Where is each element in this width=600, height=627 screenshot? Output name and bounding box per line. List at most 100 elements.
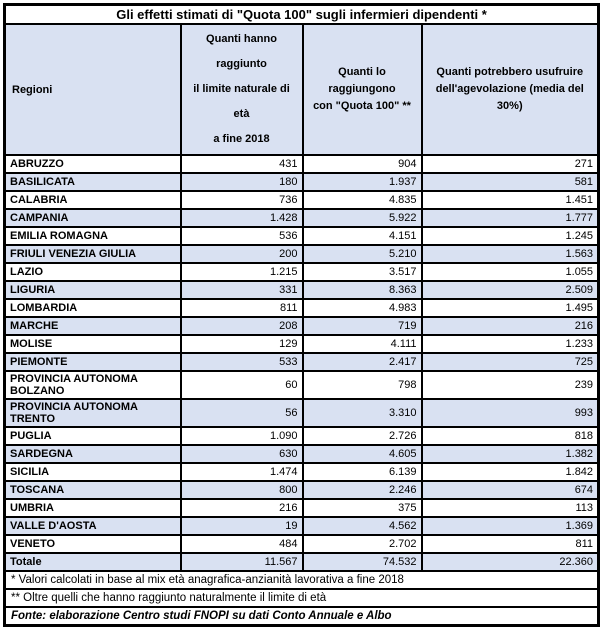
value-cell: 208 [179,316,304,336]
value-cell: 1.055 [420,262,600,282]
region-cell: MOLISE [3,334,182,354]
table-row: PUGLIA 1.090 2.726 818 [3,426,600,446]
value-cell: 4.151 [301,226,423,246]
value-cell: 4.983 [301,298,423,318]
value-cell: 811 [179,298,304,318]
value-cell: 1.233 [420,334,600,354]
footnote-row-1: * Valori calcolati in base al mix età an… [3,570,600,590]
header-row: Regioni Quanti hanno raggiunto il limite… [3,23,600,156]
value-cell: 3.517 [301,262,423,282]
region-cell: FRIULI VENEZIA GIULIA [3,244,182,264]
value-cell: 1.382 [420,444,600,464]
value-cell: 2.726 [301,426,423,446]
total-value-quota100: 74.532 [301,552,423,572]
column-header-limite-naturale: Quanti hanno raggiunto il limite natural… [179,23,304,156]
value-cell: 8.363 [301,280,423,300]
value-cell: 533 [179,352,304,372]
value-cell: 3.310 [301,398,423,428]
table-title: Gli effetti stimati di "Quota 100" sugli… [3,3,600,25]
value-cell: 6.139 [301,462,423,482]
value-cell: 4.835 [301,190,423,210]
value-cell: 216 [420,316,600,336]
table-row: MOLISE 129 4.111 1.233 [3,334,600,354]
table-row: EMILIA ROMAGNA 536 4.151 1.245 [3,226,600,246]
total-value-limite: 11.567 [179,552,304,572]
source-row: Fonte: elaborazione Centro studi FNOPI s… [3,606,600,627]
value-cell: 216 [179,498,304,518]
value-cell: 993 [420,398,600,428]
table-row: TOSCANA 800 2.246 674 [3,480,600,500]
total-label: Totale [3,552,182,572]
value-cell: 1.090 [179,426,304,446]
region-cell: LOMBARDIA [3,298,182,318]
value-cell: 581 [420,172,600,192]
quota100-table: Gli effetti stimati di "Quota 100" sugli… [3,3,600,627]
value-cell: 818 [420,426,600,446]
value-cell: 811 [420,534,600,554]
value-cell: 331 [179,280,304,300]
value-cell: 1.215 [179,262,304,282]
region-cell: UMBRIA [3,498,182,518]
value-cell: 719 [301,316,423,336]
region-cell: CAMPANIA [3,208,182,228]
value-cell: 56 [179,398,304,428]
region-cell: PROVINCIA AUTONOMA BOLZANO [3,370,182,400]
value-cell: 630 [179,444,304,464]
column-header-agevolazione: Quanti potrebbero usufruire dell'agevola… [420,23,600,156]
region-cell: PIEMONTE [3,352,182,372]
value-cell: 800 [179,480,304,500]
value-cell: 4.562 [301,516,423,536]
table-row: LIGURIA 331 8.363 2.509 [3,280,600,300]
table-row: MARCHE 208 719 216 [3,316,600,336]
value-cell: 60 [179,370,304,400]
value-cell: 19 [179,516,304,536]
value-cell: 4.111 [301,334,423,354]
value-cell: 1.245 [420,226,600,246]
footnote-double-asterisk: ** Oltre quelli che hanno raggiunto natu… [3,588,600,608]
table-row: CAMPANIA 1.428 5.922 1.777 [3,208,600,228]
table-row: PIEMONTE 533 2.417 725 [3,352,600,372]
footnote-row-2: ** Oltre quelli che hanno raggiunto natu… [3,588,600,608]
table-row: SICILIA 1.474 6.139 1.842 [3,462,600,482]
value-cell: 431 [179,154,304,174]
value-cell: 271 [420,154,600,174]
value-cell: 239 [420,370,600,400]
region-cell: BASILICATA [3,172,182,192]
total-row: Totale 11.567 74.532 22.360 [3,552,600,572]
value-cell: 904 [301,154,423,174]
table-row: BASILICATA 180 1.937 581 [3,172,600,192]
value-cell: 4.605 [301,444,423,464]
value-cell: 375 [301,498,423,518]
total-value-agevolazione: 22.360 [420,552,600,572]
value-cell: 200 [179,244,304,264]
table-row: SARDEGNA 630 4.605 1.382 [3,444,600,464]
value-cell: 129 [179,334,304,354]
value-cell: 484 [179,534,304,554]
footnote-asterisk: * Valori calcolati in base al mix età an… [3,570,600,590]
value-cell: 736 [179,190,304,210]
table-row: FRIULI VENEZIA GIULIA 200 5.210 1.563 [3,244,600,264]
column-header-regioni: Regioni [3,23,182,156]
value-cell: 674 [420,480,600,500]
region-cell: PROVINCIA AUTONOMA TRENTO [3,398,182,428]
region-cell: VALLE D'AOSTA [3,516,182,536]
value-cell: 113 [420,498,600,518]
value-cell: 1.451 [420,190,600,210]
value-cell: 798 [301,370,423,400]
value-cell: 1.369 [420,516,600,536]
value-cell: 1.474 [179,462,304,482]
value-cell: 5.922 [301,208,423,228]
value-cell: 180 [179,172,304,192]
value-cell: 2.246 [301,480,423,500]
table-body: ABRUZZO 431 904 271 BASILICATA 180 1.937 581 CAL… [3,154,600,554]
value-cell: 725 [420,352,600,372]
value-cell: 1.937 [301,172,423,192]
region-cell: ABRUZZO [3,154,182,174]
value-cell: 536 [179,226,304,246]
region-cell: CALABRIA [3,190,182,210]
region-cell: LIGURIA [3,280,182,300]
region-cell: SICILIA [3,462,182,482]
value-cell: 1.842 [420,462,600,482]
region-cell: TOSCANA [3,480,182,500]
value-cell: 5.210 [301,244,423,264]
